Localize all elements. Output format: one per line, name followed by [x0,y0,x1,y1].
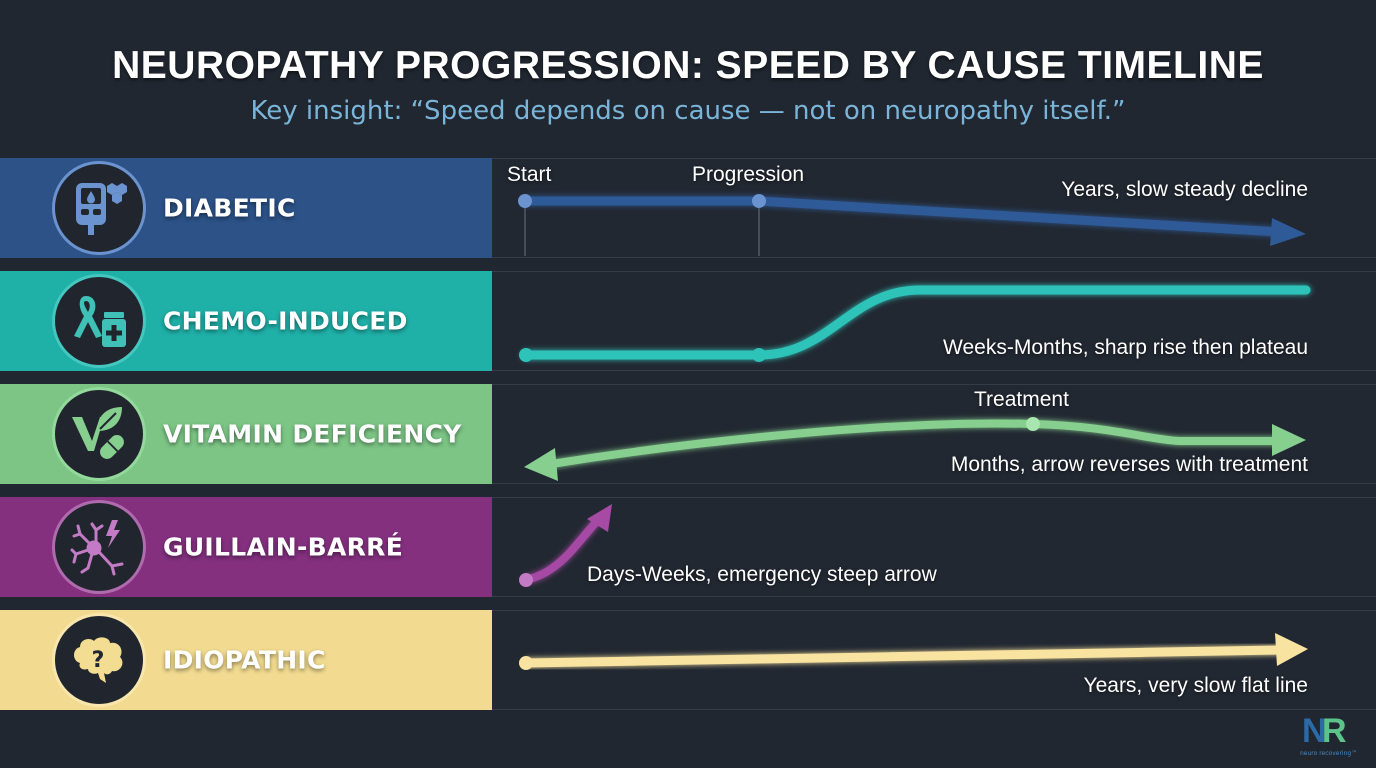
marker-label-progression: Progression [692,163,805,186]
row-panel: GUILLAIN-BARRÉ [0,497,492,597]
logo-letter-r: R [1322,712,1347,750]
svg-text:?: ? [92,648,105,673]
row-guillain-barre: GUILLAIN-BARRÉ [0,497,1376,597]
timeline-track [492,158,1376,258]
timeline-track [492,497,1376,597]
row-label: DIABETIC [163,193,296,223]
marker-label-start: Start [507,163,552,186]
ribbon-medicine-icon [52,274,146,368]
leaf-pill-icon [52,387,146,481]
row-label: IDIOPATHIC [163,645,326,675]
page-title: NEUROPATHY PROGRESSION: SPEED BY CAUSE T… [112,44,1264,87]
row-description: Weeks-Months, sharp rise then plateau [943,336,1308,359]
brain-question-icon: ? [52,613,146,707]
row-label: VITAMIN DEFICIENCY [163,419,462,449]
row-description: Years, very slow flat line [1083,674,1309,697]
row-diabetic: DIABETIC [0,158,1376,258]
neuron-lightning-icon [52,500,146,594]
glucose-meter-icon [52,161,146,255]
row-panel: VITAMIN DEFICIENCY [0,384,492,484]
row-label: CHEMO-INDUCED [163,306,408,336]
logo-tagline: neuro recovering™ [1300,750,1358,757]
row-panel: ? IDIOPATHIC [0,610,492,710]
row-description: Months, arrow reverses with treatment [950,453,1308,476]
row-panel: DIABETIC [0,158,492,258]
page-subtitle: Key insight: “Speed depends on cause — n… [250,96,1126,126]
logo-letter-n: N [1302,712,1327,750]
brand-logo: N R neuro recovering™ [1300,712,1360,760]
row-description: Years, slow steady decline [1061,178,1308,201]
row-panel: CHEMO-INDUCED [0,271,492,371]
row-description: Days-Weeks, emergency steep arrow [587,563,937,586]
marker-label-treatment: Treatment [974,388,1069,411]
row-label: GUILLAIN-BARRÉ [163,532,404,562]
